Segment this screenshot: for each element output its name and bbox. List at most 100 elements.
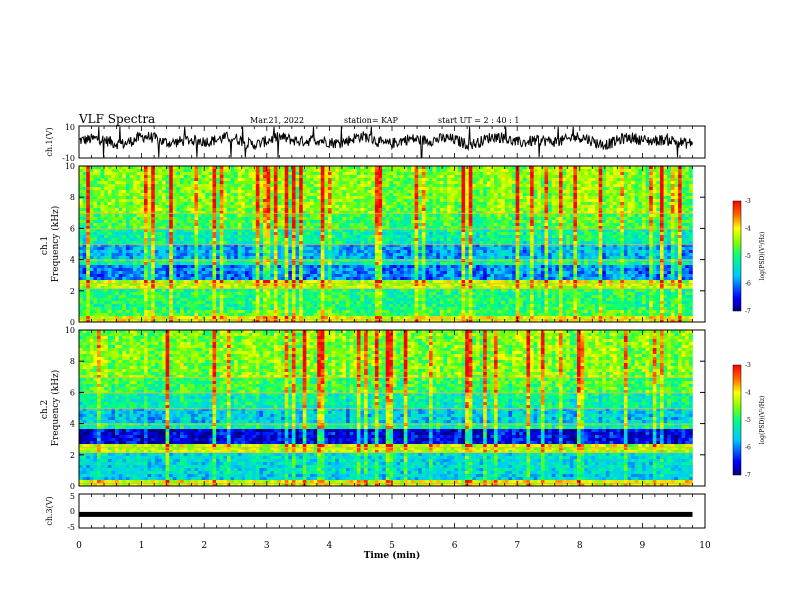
spectrogram-cell [497,172,502,176]
spectrogram-cell [479,223,484,227]
spectrogram-cell [616,229,621,233]
spectrogram-cell [93,247,98,251]
spectrogram-cell [288,178,293,182]
spectrogram-cell [190,229,195,233]
spectrogram-cell [349,193,354,197]
spectrogram-cell [497,196,502,200]
spectrogram-cell [638,241,643,245]
spectrogram-cell [544,208,549,212]
spectrogram-cell [338,244,343,248]
spectrogram-cell [374,223,379,227]
spectrogram-cell [403,184,408,188]
spectrogram-cell [154,205,159,209]
spectrogram-cell [306,223,311,227]
spectrogram-cell [656,190,661,194]
spectrogram-cell [587,238,592,242]
spectrogram-cell [414,247,419,251]
spectrogram-cell [295,235,300,239]
spectrogram-cell [450,232,455,236]
spectrogram-cell [591,199,596,203]
spectrogram-cell [421,181,426,185]
spectrogram-cell [162,166,166,170]
spectrogram-cell [140,226,145,230]
spectrogram-cell [587,220,592,224]
spectrogram-cell [562,196,567,200]
spectrogram-cell [548,247,553,251]
spectrogram-cell [533,181,538,185]
spectrogram-cell [302,196,307,200]
spectrogram-cell [566,223,571,227]
spectrogram-cell [454,178,459,182]
spectrogram-cell [201,166,206,170]
spectrogram-cell [299,193,304,197]
spectrogram-cell [436,172,441,176]
spectrogram-cell [320,232,325,236]
spectrogram-cell [627,238,632,242]
spectrogram-cell [421,235,426,239]
spectrogram-cell [252,220,257,224]
spectrogram-cell [320,229,325,233]
spectrogram-cell [79,199,83,203]
spectrogram-cell [439,235,444,239]
spectrogram-cell [613,178,617,182]
spectrogram-cell [237,178,242,182]
spectrogram-cell [447,220,451,224]
spectrogram-cell [273,214,278,218]
spectrogram-cell [627,217,632,221]
spectrogram-cell [512,250,516,254]
spectrogram-cell [107,226,112,230]
spectrogram-cell [494,217,498,221]
spectrogram-cell [688,172,693,176]
spectrogram-cell [494,238,498,242]
spectrogram-cell [295,241,300,245]
spectrogram-cell [609,187,614,191]
spectrogram-cell [136,184,141,188]
spectrogram-cell [652,226,657,230]
spectrogram-cell [324,211,329,215]
spectrogram-cell [107,220,112,224]
spectrogram-cell [281,199,285,203]
spectrogram-cell [519,214,524,218]
spectrogram-cell [602,178,607,182]
spectrogram-cell [411,208,415,212]
spectrogram-cell [151,214,156,218]
spectrogram-cell [237,199,242,203]
spectrogram-cell [371,214,376,218]
spectrogram-cell [411,247,415,251]
spectrogram-cell [382,202,387,206]
spectrogram-cell [125,169,130,173]
spectrogram-cell [234,193,239,197]
spectrogram-cell [89,241,94,245]
spectrogram-cell [569,181,574,185]
spectrogram-cell [133,229,138,233]
spectrogram-cell [136,244,141,248]
spectrogram-cell [432,205,437,209]
spectrogram-cell [288,208,293,212]
spectrogram-cell [598,205,603,209]
spectrogram-cell [605,247,610,251]
spectrogram-cell [508,196,513,200]
spectrogram-cell [288,229,293,233]
spectrogram-cell [501,199,506,203]
spectrogram-cell [147,205,152,209]
spectrogram-cell [335,244,340,248]
spectrogram-cell [291,217,296,221]
spectrogram-cell [201,226,206,230]
spectrogram-cell [447,181,451,185]
spectrogram-cell [656,193,661,197]
spectrogram-cell [349,199,354,203]
spectrogram-cell [577,172,581,176]
spectrogram-cell [364,232,368,236]
spectrogram-cell [649,202,654,206]
spectrogram-cell [198,235,202,239]
spectrogram-cell [151,187,156,191]
spectrogram-cell [353,172,358,176]
spectrogram-cell [678,184,682,188]
spectrogram-cell [555,190,560,194]
spectrogram-cell [526,172,531,176]
spectrogram-cell [154,202,159,206]
spectrogram-cell [248,193,253,197]
spectrogram-cell [356,193,361,197]
spectrogram-cell [115,235,119,239]
spectrogram-cell [104,205,109,209]
